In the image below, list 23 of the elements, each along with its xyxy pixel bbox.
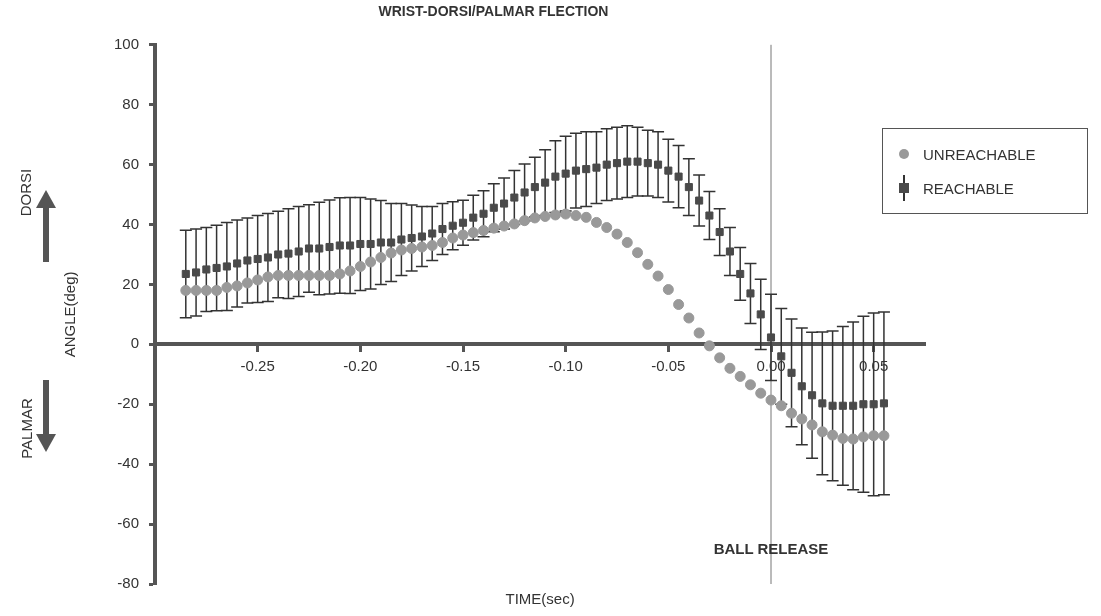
y-tick-label: 0 bbox=[130, 334, 139, 352]
x-tick-label: -0.10 bbox=[548, 357, 583, 375]
y-tick-label: -80 bbox=[117, 574, 139, 592]
x-tick-label: -0.25 bbox=[240, 357, 275, 375]
y-tick-label: 60 bbox=[122, 154, 139, 172]
y-tick-label: 80 bbox=[122, 94, 139, 112]
x-tick-label: -0.20 bbox=[343, 357, 378, 375]
x-tick-label: -0.15 bbox=[445, 357, 481, 375]
chart-title: WRIST-DORSI/PALMAR FLECTION bbox=[378, 3, 609, 20]
y-axis-title: ANGLE(deg) bbox=[61, 271, 79, 358]
ref-line-label: BALL RELEASE bbox=[713, 540, 829, 557]
y-tick-label: 20 bbox=[122, 274, 139, 292]
text: PALMAR bbox=[17, 397, 35, 459]
x-axis-title: TIME(sec) bbox=[505, 590, 575, 607]
text: DORSI bbox=[17, 168, 35, 216]
y-tick-label: 100 bbox=[113, 34, 139, 52]
legend-label: UNREACHABLE bbox=[923, 145, 1036, 163]
y-tick-label: -40 bbox=[117, 454, 139, 472]
legend-label: REACHABLE bbox=[923, 179, 1014, 197]
y-tick-label: -60 bbox=[117, 514, 139, 532]
y-tick-label: 40 bbox=[122, 214, 139, 232]
x-tick-label: -0.05 bbox=[651, 357, 686, 375]
y-tick-label: -20 bbox=[117, 394, 139, 412]
